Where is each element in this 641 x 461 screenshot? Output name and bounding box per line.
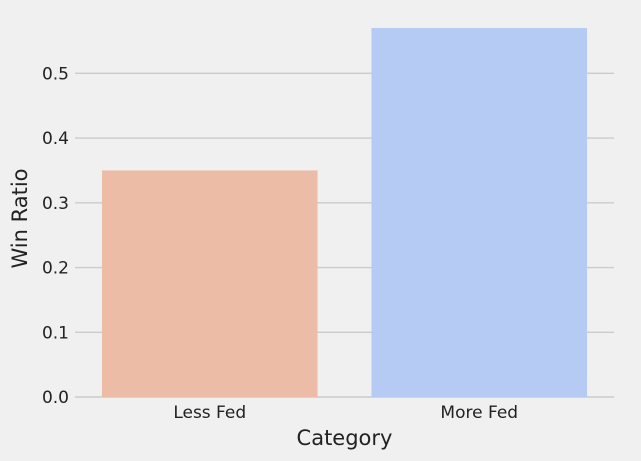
x-tick-label: More Fed [440,403,518,423]
bar-less-fed [101,170,318,397]
x-axis-label: Category [297,426,393,450]
y-tick-label: 0.0 [42,388,69,408]
x-tick-label: Less Fed [173,403,246,423]
y-axis-label: Win Ratio [8,168,32,268]
y-tick-label: 0.3 [42,194,69,214]
y-tick-labels: 0.0 0.1 0.2 0.3 0.4 0.5 [42,64,69,408]
y-tick-label: 0.1 [42,323,69,343]
y-tick-label: 0.5 [42,64,69,84]
bar-more-fed [371,28,588,397]
x-tick-labels: Less Fed More Fed [173,403,518,423]
bars [101,28,588,397]
y-tick-label: 0.4 [42,129,69,149]
y-tick-label: 0.2 [42,259,69,279]
